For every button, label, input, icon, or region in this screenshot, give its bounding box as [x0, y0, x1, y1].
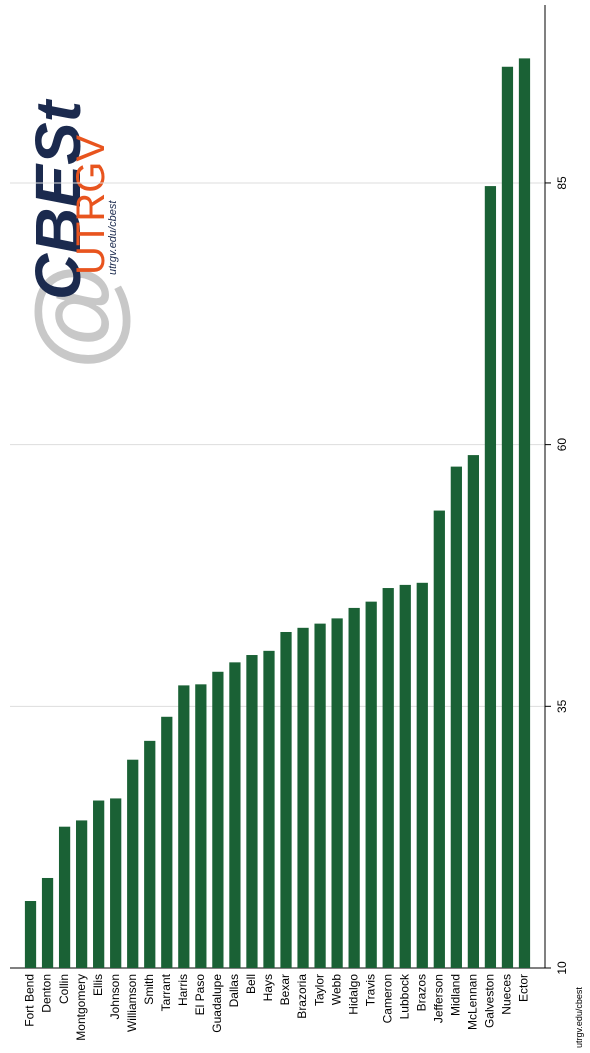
- bar: [246, 655, 258, 968]
- x-tick-label: Dallas: [227, 974, 241, 1007]
- logo-brand: CBESt: [22, 98, 94, 300]
- x-tick-label: El Paso: [193, 974, 207, 1016]
- x-tick-label: Hidalgo: [346, 974, 360, 1015]
- bar: [75, 820, 88, 968]
- bar: [501, 66, 514, 968]
- x-tick-label: Bexar: [278, 974, 292, 1005]
- x-tick-label: Bell: [244, 974, 258, 994]
- x-tick-label: Denton: [40, 974, 54, 1013]
- y-tick-label: 35: [555, 699, 569, 713]
- logo-url: utrgv.edu/cbest: [107, 200, 119, 275]
- footer: utrgv.edu/cbest: [574, 987, 584, 1048]
- x-tick-label: Montgomery: [74, 974, 88, 1041]
- x-tick-label: Galveston: [483, 974, 497, 1028]
- x-tick-label: McLennan: [466, 974, 480, 1030]
- bar: [450, 466, 462, 968]
- bar: [331, 618, 343, 968]
- bar: [178, 685, 190, 968]
- bar: [433, 510, 445, 968]
- logo-org: UTRGV: [69, 135, 113, 275]
- bar: [144, 740, 156, 968]
- bar: [229, 662, 241, 968]
- x-tick-label: Midland: [449, 974, 463, 1016]
- x-tick-label: Smith: [142, 974, 156, 1005]
- bar: [297, 627, 309, 968]
- bar: [416, 582, 428, 968]
- x-tick-label: Travis: [363, 974, 377, 1006]
- logo: @ CBESt UTRGV utrgv.edu/cbest: [14, 98, 137, 370]
- x-tick-label: Taylor: [312, 974, 326, 1006]
- bar: [161, 716, 173, 968]
- bar: [127, 759, 139, 968]
- bar: [314, 623, 326, 968]
- x-tick-label: Jefferson: [431, 974, 445, 1023]
- y-tick-label: 10: [555, 961, 569, 975]
- bar: [41, 877, 54, 968]
- x-tick-label: Tarrant: [159, 973, 173, 1011]
- bar: [93, 800, 105, 968]
- x-tick-label: Brazoria: [295, 974, 309, 1019]
- x-tick-label: Ellis: [91, 974, 105, 996]
- bar: [484, 186, 497, 968]
- bar: [382, 588, 394, 968]
- bar: [212, 671, 224, 968]
- x-tick-label: Williamson: [125, 974, 139, 1032]
- bar: [399, 584, 411, 968]
- x-tick-label: Fort Bend: [23, 974, 37, 1027]
- bar: [58, 826, 71, 968]
- x-tick-label: Collin: [57, 974, 71, 1004]
- bar: [518, 58, 531, 969]
- y-tick-label: 60: [555, 438, 569, 452]
- bar: [24, 901, 37, 968]
- x-tick-label: Cameron: [380, 974, 394, 1023]
- x-tick-label: Harris: [176, 974, 190, 1006]
- y-tick-label: 85: [555, 176, 569, 190]
- x-tick-label: Webb: [329, 974, 343, 1005]
- x-tick-label: Nueces: [500, 974, 514, 1015]
- x-tick-label: Guadalupe: [210, 974, 224, 1033]
- bar: [467, 455, 480, 968]
- x-tick-label: Ector: [517, 974, 531, 1002]
- bar: [263, 650, 275, 968]
- x-tick-label: Brazos: [414, 974, 428, 1011]
- x-tick-label: Hays: [261, 974, 275, 1001]
- bar: [348, 607, 360, 968]
- x-tick-label: Johnson: [108, 974, 122, 1019]
- x-tick-label: Lubbock: [397, 973, 411, 1019]
- bar: [195, 684, 207, 968]
- bar: [365, 601, 377, 968]
- bar: [110, 798, 122, 968]
- logo-symbol: @: [14, 263, 137, 370]
- bar: [280, 631, 292, 968]
